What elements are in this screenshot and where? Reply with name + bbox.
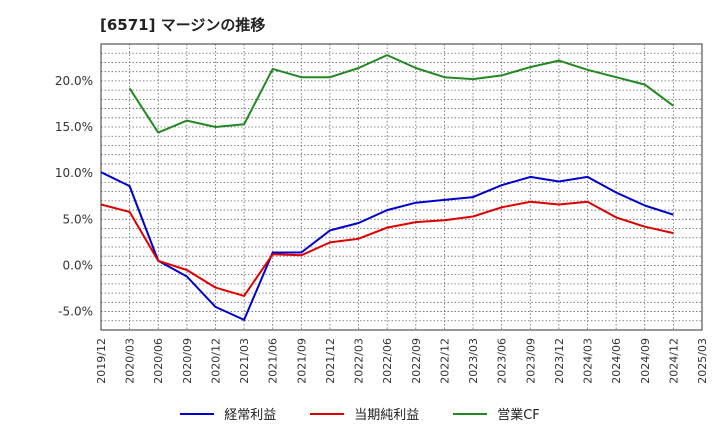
x-tick-label: 2022/12 [438, 338, 451, 384]
legend-label: 当期純利益 [354, 408, 420, 423]
x-tick-label: 2024/12 [667, 338, 680, 384]
legend-item-net-profit: 当期純利益 [310, 404, 419, 423]
chart-area: -5.0% 0.0% 5.0% 10.0% 15.0% 20.0% 2019/12 2020… [55, 43, 709, 384]
x-tick-label: 2020/06 [152, 338, 165, 384]
x-tick-label: 2022/06 [381, 338, 394, 384]
x-tick-label: 2023/12 [553, 338, 566, 384]
legend-swatch [310, 412, 345, 415]
grid-lines [101, 43, 702, 331]
x-tick-label: 2022/03 [353, 338, 366, 384]
y-tick-label: -5.0% [58, 305, 93, 319]
x-tick-label: 2025/03 [696, 338, 709, 384]
y-tick-label: 5.0% [63, 212, 94, 226]
y-tick-label: 0.0% [63, 258, 94, 272]
x-tick-label: 2022/09 [410, 338, 423, 384]
x-tick-label: 2024/03 [582, 338, 595, 384]
x-tick-label: 2020/12 [209, 338, 222, 384]
series-line-0 [100, 171, 674, 321]
x-tick-label: 2021/12 [324, 338, 337, 384]
chart-title: [6571] マージンの推移 [100, 16, 266, 34]
x-tick-label: 2019/12 [95, 338, 108, 384]
x-tick-label: 2021/06 [267, 338, 280, 384]
x-tick-label: 2021/09 [295, 338, 308, 384]
y-tick-label: 15.0% [55, 120, 93, 134]
x-tick-label: 2024/09 [639, 338, 652, 384]
y-tick-label: 10.0% [55, 166, 93, 180]
plot-frame [100, 43, 703, 331]
x-tick-label: 2023/06 [496, 338, 509, 384]
x-tick-label: 2020/09 [181, 338, 194, 384]
x-tick-label: 2023/09 [524, 338, 537, 384]
legend: 経常利益 当期純利益 営業CF [0, 404, 720, 423]
x-tick-label: 2020/03 [124, 338, 137, 384]
y-axis: -5.0% 0.0% 5.0% 10.0% 15.0% 20.0% [55, 74, 93, 319]
x-tick-label: 2024/06 [610, 338, 623, 384]
legend-item-ordinary-profit: 経常利益 [180, 404, 276, 423]
legend-label: 営業CF [497, 408, 540, 423]
y-tick-label: 20.0% [55, 74, 93, 88]
legend-item-operating-cf: 営業CF [453, 404, 540, 423]
legend-swatch [453, 412, 488, 415]
legend-swatch [180, 412, 215, 415]
x-tick-label: 2021/03 [238, 338, 251, 384]
legend-label: 経常利益 [224, 408, 277, 423]
x-axis: 2019/12 2020/03 2020/06 2020/09 2020/12 2021/… [95, 338, 709, 384]
series-line-2 [128, 54, 674, 134]
series-line-1 [100, 200, 674, 297]
x-tick-label: 2023/03 [467, 338, 480, 384]
series-lines [100, 54, 674, 321]
